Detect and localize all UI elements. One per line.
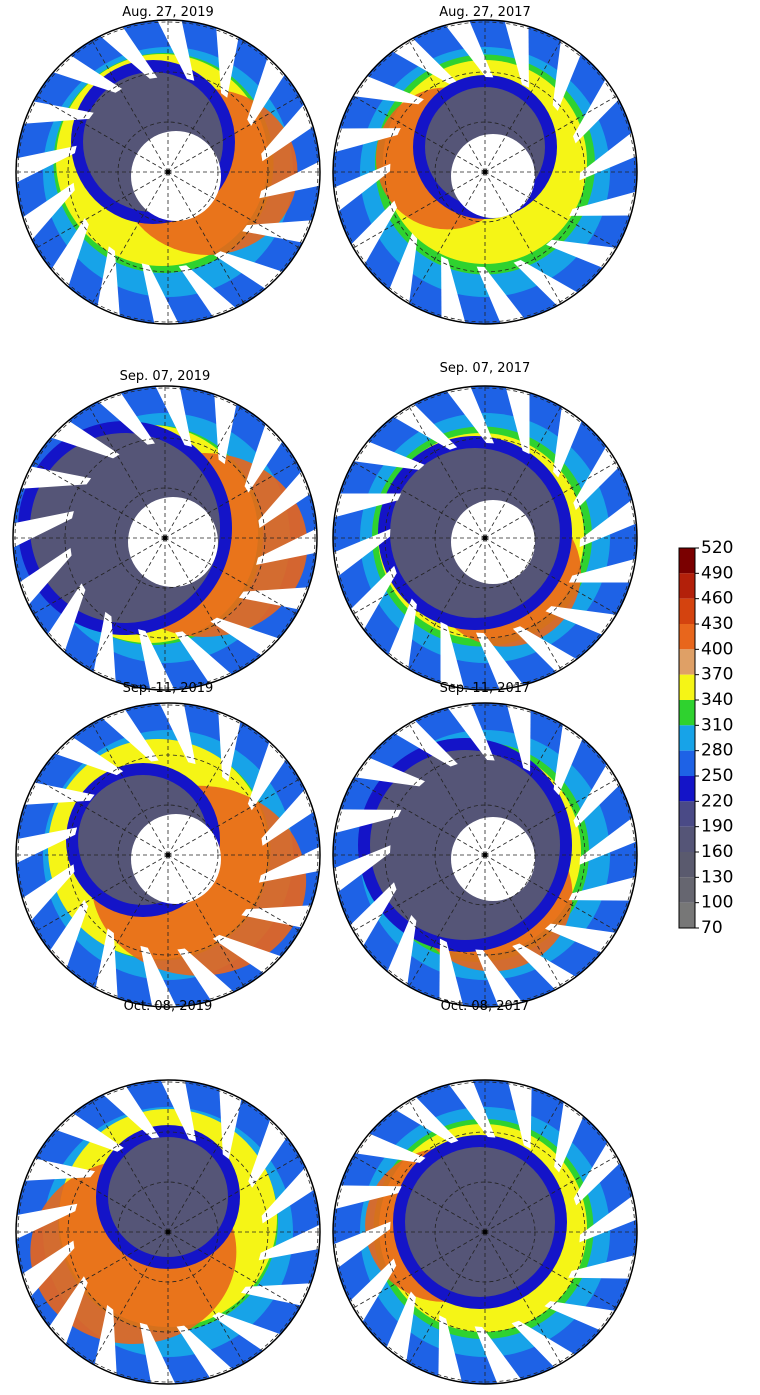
polar-map (16, 20, 320, 324)
panel-title: Aug. 27, 2017 (439, 5, 531, 20)
no-data (131, 131, 221, 221)
polar-map (16, 703, 320, 1007)
colorbar-segment (679, 599, 695, 624)
colorbar-segment (679, 751, 695, 776)
colorbar-label: 160 (701, 842, 733, 862)
colorbar-label: 130 (701, 867, 733, 887)
pole (483, 536, 488, 541)
panel-title: Sep. 07, 2017 (440, 361, 531, 376)
colorbar-segment (679, 852, 695, 877)
colorbar-segment (679, 725, 695, 750)
ring (405, 1147, 555, 1297)
pole (166, 1230, 171, 1235)
colorbar: 520 490 460 430 400 370 340 310 280 250 220 190 160 1… (679, 538, 733, 938)
pole (483, 1230, 488, 1235)
colorbar-label: 70 (701, 918, 723, 938)
panel-title: Oct. 08, 2019 (124, 999, 213, 1014)
polar-map (333, 703, 637, 1007)
panel-title: Aug. 27, 2019 (122, 5, 214, 20)
pole (166, 853, 171, 858)
maps: Aug. 27, 2019 Aug. 27, 2017 Sep. 07, 2019 S… (13, 5, 637, 1384)
polar-map (16, 1080, 320, 1384)
colorbar-segment (679, 700, 695, 725)
colorbar-segment (679, 877, 695, 902)
colorbar-label: 250 (701, 766, 733, 786)
colorbar-label: 520 (701, 538, 733, 558)
colorbar-label: 190 (701, 817, 733, 837)
colorbar-segment (679, 624, 695, 649)
no-data (131, 814, 221, 904)
colorbar-label: 100 (701, 893, 733, 913)
polar-map (333, 1080, 637, 1384)
colorbar-label: 220 (701, 791, 733, 811)
colorbar-label: 430 (701, 614, 733, 634)
polar-map (333, 20, 637, 324)
panel-title: Sep. 07, 2019 (120, 369, 211, 384)
colorbar-label: 460 (701, 589, 733, 609)
colorbar-label: 370 (701, 665, 733, 685)
page: Aug. 27, 2019 Aug. 27, 2017 Sep. 07, 2019 S… (0, 0, 760, 1391)
colorbar-segment (679, 649, 695, 674)
colorbar-label: 490 (701, 563, 733, 583)
colorbar-segment (679, 573, 695, 598)
colorbar-segment (679, 675, 695, 700)
pole (166, 170, 171, 175)
polar-map (13, 386, 317, 690)
pole (483, 170, 488, 175)
polar-map (333, 386, 637, 690)
colorbar-label: 400 (701, 639, 733, 659)
colorbar-segment (679, 903, 695, 928)
colorbar-label: 340 (701, 690, 733, 710)
colorbar-segment (679, 801, 695, 826)
colorbar-label: 310 (701, 715, 733, 735)
pole (163, 536, 168, 541)
panel-title: Sep. 11, 2019 (123, 681, 214, 696)
colorbar-label: 280 (701, 741, 733, 761)
colorbar-segment (679, 776, 695, 801)
panel-title: Sep. 11, 2017 (440, 681, 531, 696)
no-data (128, 497, 218, 587)
colorbar-segment (679, 827, 695, 852)
panel-title: Oct. 08, 2017 (441, 999, 530, 1014)
colorbar-segment (679, 548, 695, 573)
pole (483, 853, 488, 858)
